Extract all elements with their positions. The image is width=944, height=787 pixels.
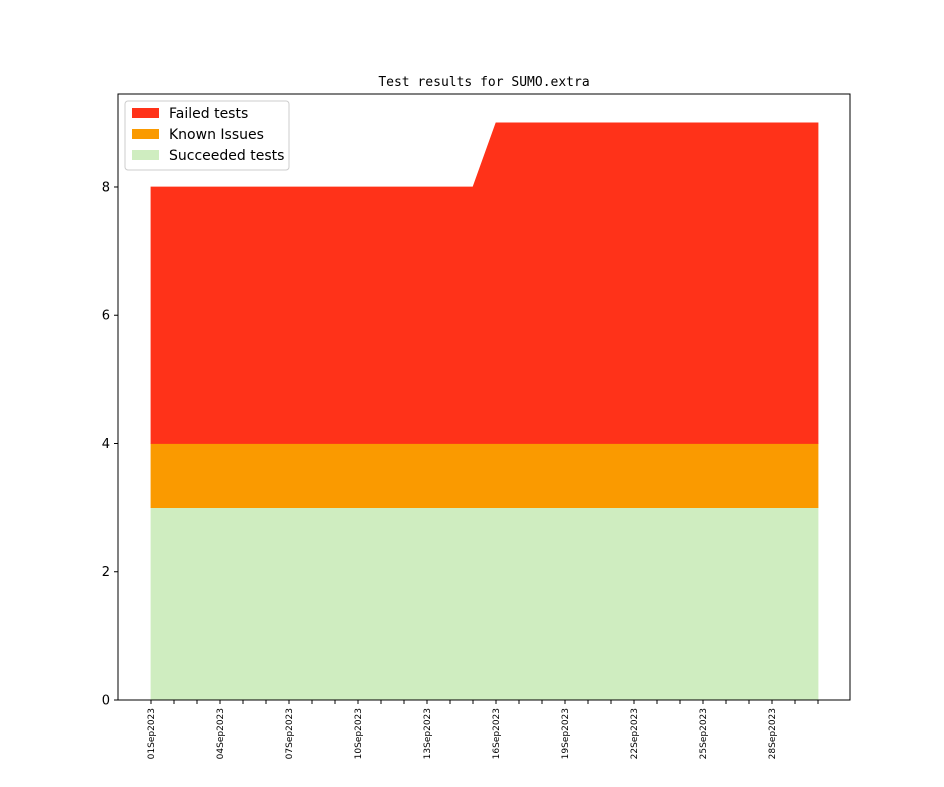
areas-layer <box>150 122 819 701</box>
legend-label: Succeeded tests <box>169 148 284 164</box>
y-tick-label: 2 <box>102 565 110 580</box>
x-axis: 01Sep2023 04Sep2023 07Sep2023 10Sep2023 13Se… <box>147 700 819 759</box>
legend: Failed tests Known Issues Succeeded tests <box>124 100 290 171</box>
legend-label: Known Issues <box>169 127 264 143</box>
x-tick-label: 25Sep2023 <box>699 708 709 759</box>
x-tick-label: 22Sep2023 <box>630 708 640 759</box>
x-tick-label: 04Sep2023 <box>216 708 226 759</box>
y-tick-label: 8 <box>102 180 110 195</box>
x-tick-label: 16Sep2023 <box>492 708 502 759</box>
legend-swatch <box>132 150 159 160</box>
x-tick-label: 13Sep2023 <box>423 708 433 759</box>
area-succeeded-tests <box>150 507 819 701</box>
plot-frame <box>117 93 851 701</box>
area-known-issues <box>150 443 819 509</box>
x-tick-label: 28Sep2023 <box>768 708 778 759</box>
legend-label: Failed tests <box>169 106 248 122</box>
x-tick-label: 10Sep2023 <box>354 708 364 759</box>
y-axis: 0 2 4 6 8 <box>102 180 118 709</box>
y-tick-label: 4 <box>102 437 110 452</box>
x-tick-label: 01Sep2023 <box>147 708 157 759</box>
x-tick-label: 19Sep2023 <box>561 708 571 759</box>
legend-swatch <box>132 129 159 139</box>
legend-box <box>124 100 290 171</box>
y-tick-label: 6 <box>102 309 110 324</box>
area-failed-tests <box>150 122 819 444</box>
legend-swatch <box>132 108 159 118</box>
y-tick-label: 0 <box>102 694 110 709</box>
x-tick-label: 07Sep2023 <box>285 708 295 759</box>
chart-title: Test results for SUMO.extra <box>378 75 589 90</box>
